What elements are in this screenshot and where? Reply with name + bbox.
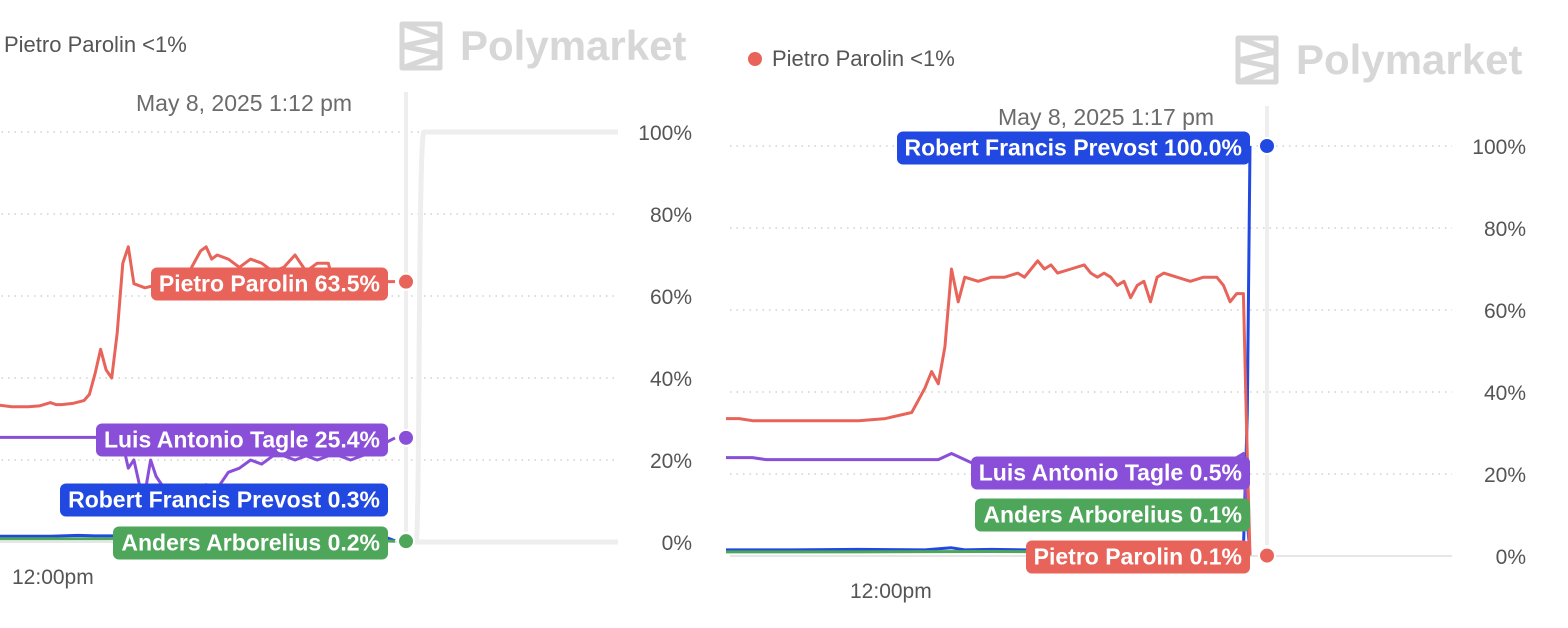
- legend-label: Pietro Parolin <1%: [772, 46, 955, 71]
- y-tick-label: 100%: [1472, 136, 1526, 159]
- y-tick-label: 40%: [1484, 382, 1526, 405]
- hover-label-anders-arborelius: Anders Arborelius 0.2%: [113, 526, 388, 560]
- hover-dot-luis-antonio-tagle: [397, 428, 415, 447]
- y-tick-label: 40%: [650, 368, 692, 391]
- polymarket-logo: Polymarket: [1234, 34, 1522, 86]
- y-tick-label: 20%: [1484, 464, 1526, 487]
- series-line-pietro-parolin: [726, 259, 1252, 556]
- polymarket-wordmark: Polymarket: [1296, 36, 1523, 83]
- x-tick-label: 12:00pm: [12, 566, 94, 589]
- y-tick-label: 60%: [1484, 300, 1526, 323]
- polymarket-logo: Polymarket: [398, 20, 686, 72]
- y-tick-label: 100%: [638, 122, 692, 145]
- ghost-line: [412, 129, 618, 545]
- x-tick-label: 12:00pm: [850, 580, 932, 603]
- y-tick-label: 0%: [1496, 546, 1526, 569]
- hover-timestamp: May 8, 2025 1:17 pm: [998, 104, 1215, 130]
- hover-dot-pietro-parolin: [397, 272, 415, 291]
- hover-label-robert-francis-prevost: Robert Francis Prevost 0.3%: [60, 483, 388, 517]
- polymarket-logo-icon: [399, 21, 443, 71]
- legend-label: Pietro Parolin <1%: [4, 32, 187, 57]
- chart-panel-left: Pietro Parolin <1% Polymarket May 8, 202…: [0, 0, 720, 628]
- y-tick-label: 80%: [650, 204, 692, 227]
- y-tick-label: 0%: [662, 532, 692, 555]
- y-tick-label: 80%: [1484, 218, 1526, 241]
- series-line-robert-francis-prevost: [726, 145, 1252, 552]
- hover-dot-robert-francis-prevost: [1258, 137, 1276, 155]
- legend-item-parolin: Pietro Parolin <1%: [0, 32, 187, 58]
- polymarket-logo-icon: [1235, 35, 1279, 85]
- y-tick-label: 20%: [650, 450, 692, 473]
- hover-timestamp: May 8, 2025 1:12 pm: [136, 90, 353, 116]
- legend-item-parolin: Pietro Parolin <1%: [748, 46, 955, 72]
- hover-label-anders-arborelius: Anders Arborelius 0.1%: [975, 498, 1250, 532]
- legend-dot: [748, 52, 762, 66]
- hover-dot-pietro-parolin: [1258, 546, 1276, 565]
- y-tick-label: 60%: [650, 286, 692, 309]
- hover-label-pietro-parolin: Pietro Parolin 0.1%: [1025, 540, 1250, 574]
- hover-label-robert-francis-prevost: Robert Francis Prevost 100.0%: [896, 131, 1250, 165]
- hover-label-pietro-parolin: Pietro Parolin 63.5%: [150, 267, 388, 301]
- hover-label-luis-antonio-tagle: Luis Antonio Tagle 25.4%: [95, 423, 388, 457]
- chart-panel-right: Pietro Parolin <1% Polymarket May 8, 202…: [720, 0, 1568, 628]
- hover-dot-anders-arborelius: [397, 532, 415, 551]
- hover-label-luis-antonio-tagle: Luis Antonio Tagle 0.5%: [970, 456, 1250, 490]
- line-chart-right: 100% 80% 60% 40% 20% 0%: [726, 106, 1526, 569]
- polymarket-wordmark: Polymarket: [460, 22, 687, 69]
